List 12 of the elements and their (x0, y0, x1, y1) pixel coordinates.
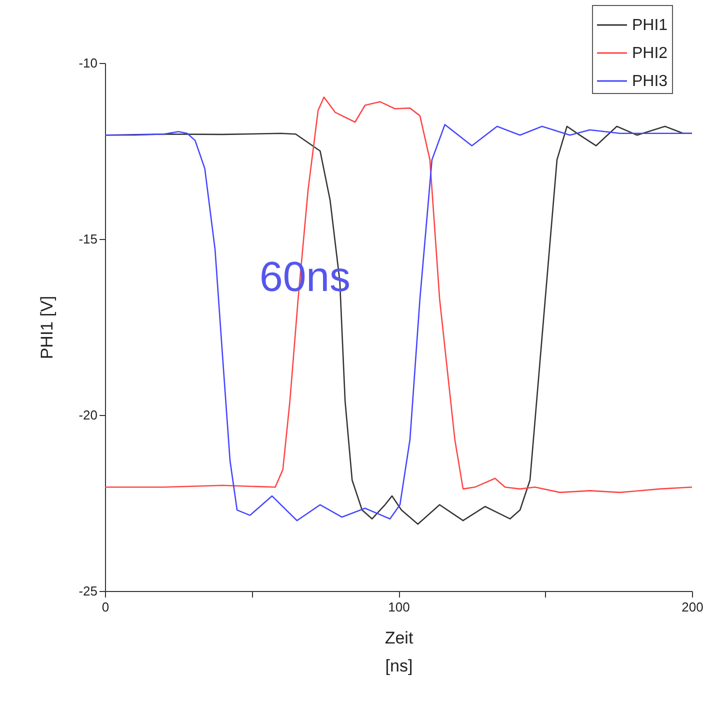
y-axis-title: PHI1 [V] (38, 296, 57, 360)
y-tick-label: -20 (78, 408, 98, 422)
x-tick-label: 100 (388, 600, 410, 614)
legend-label: PHI1 (632, 17, 668, 34)
legend-label: PHI3 (632, 73, 668, 90)
x-axis-title: Zeit [ns] (384, 628, 414, 676)
x-tick-label: 200 (682, 600, 704, 614)
y-tick-label: -10 (78, 56, 98, 70)
y-tick-label: -15 (78, 232, 98, 246)
x-tick-label: 0 (102, 600, 110, 614)
y-tick-label: -25 (78, 584, 98, 598)
legend-label: PHI2 (632, 45, 668, 62)
